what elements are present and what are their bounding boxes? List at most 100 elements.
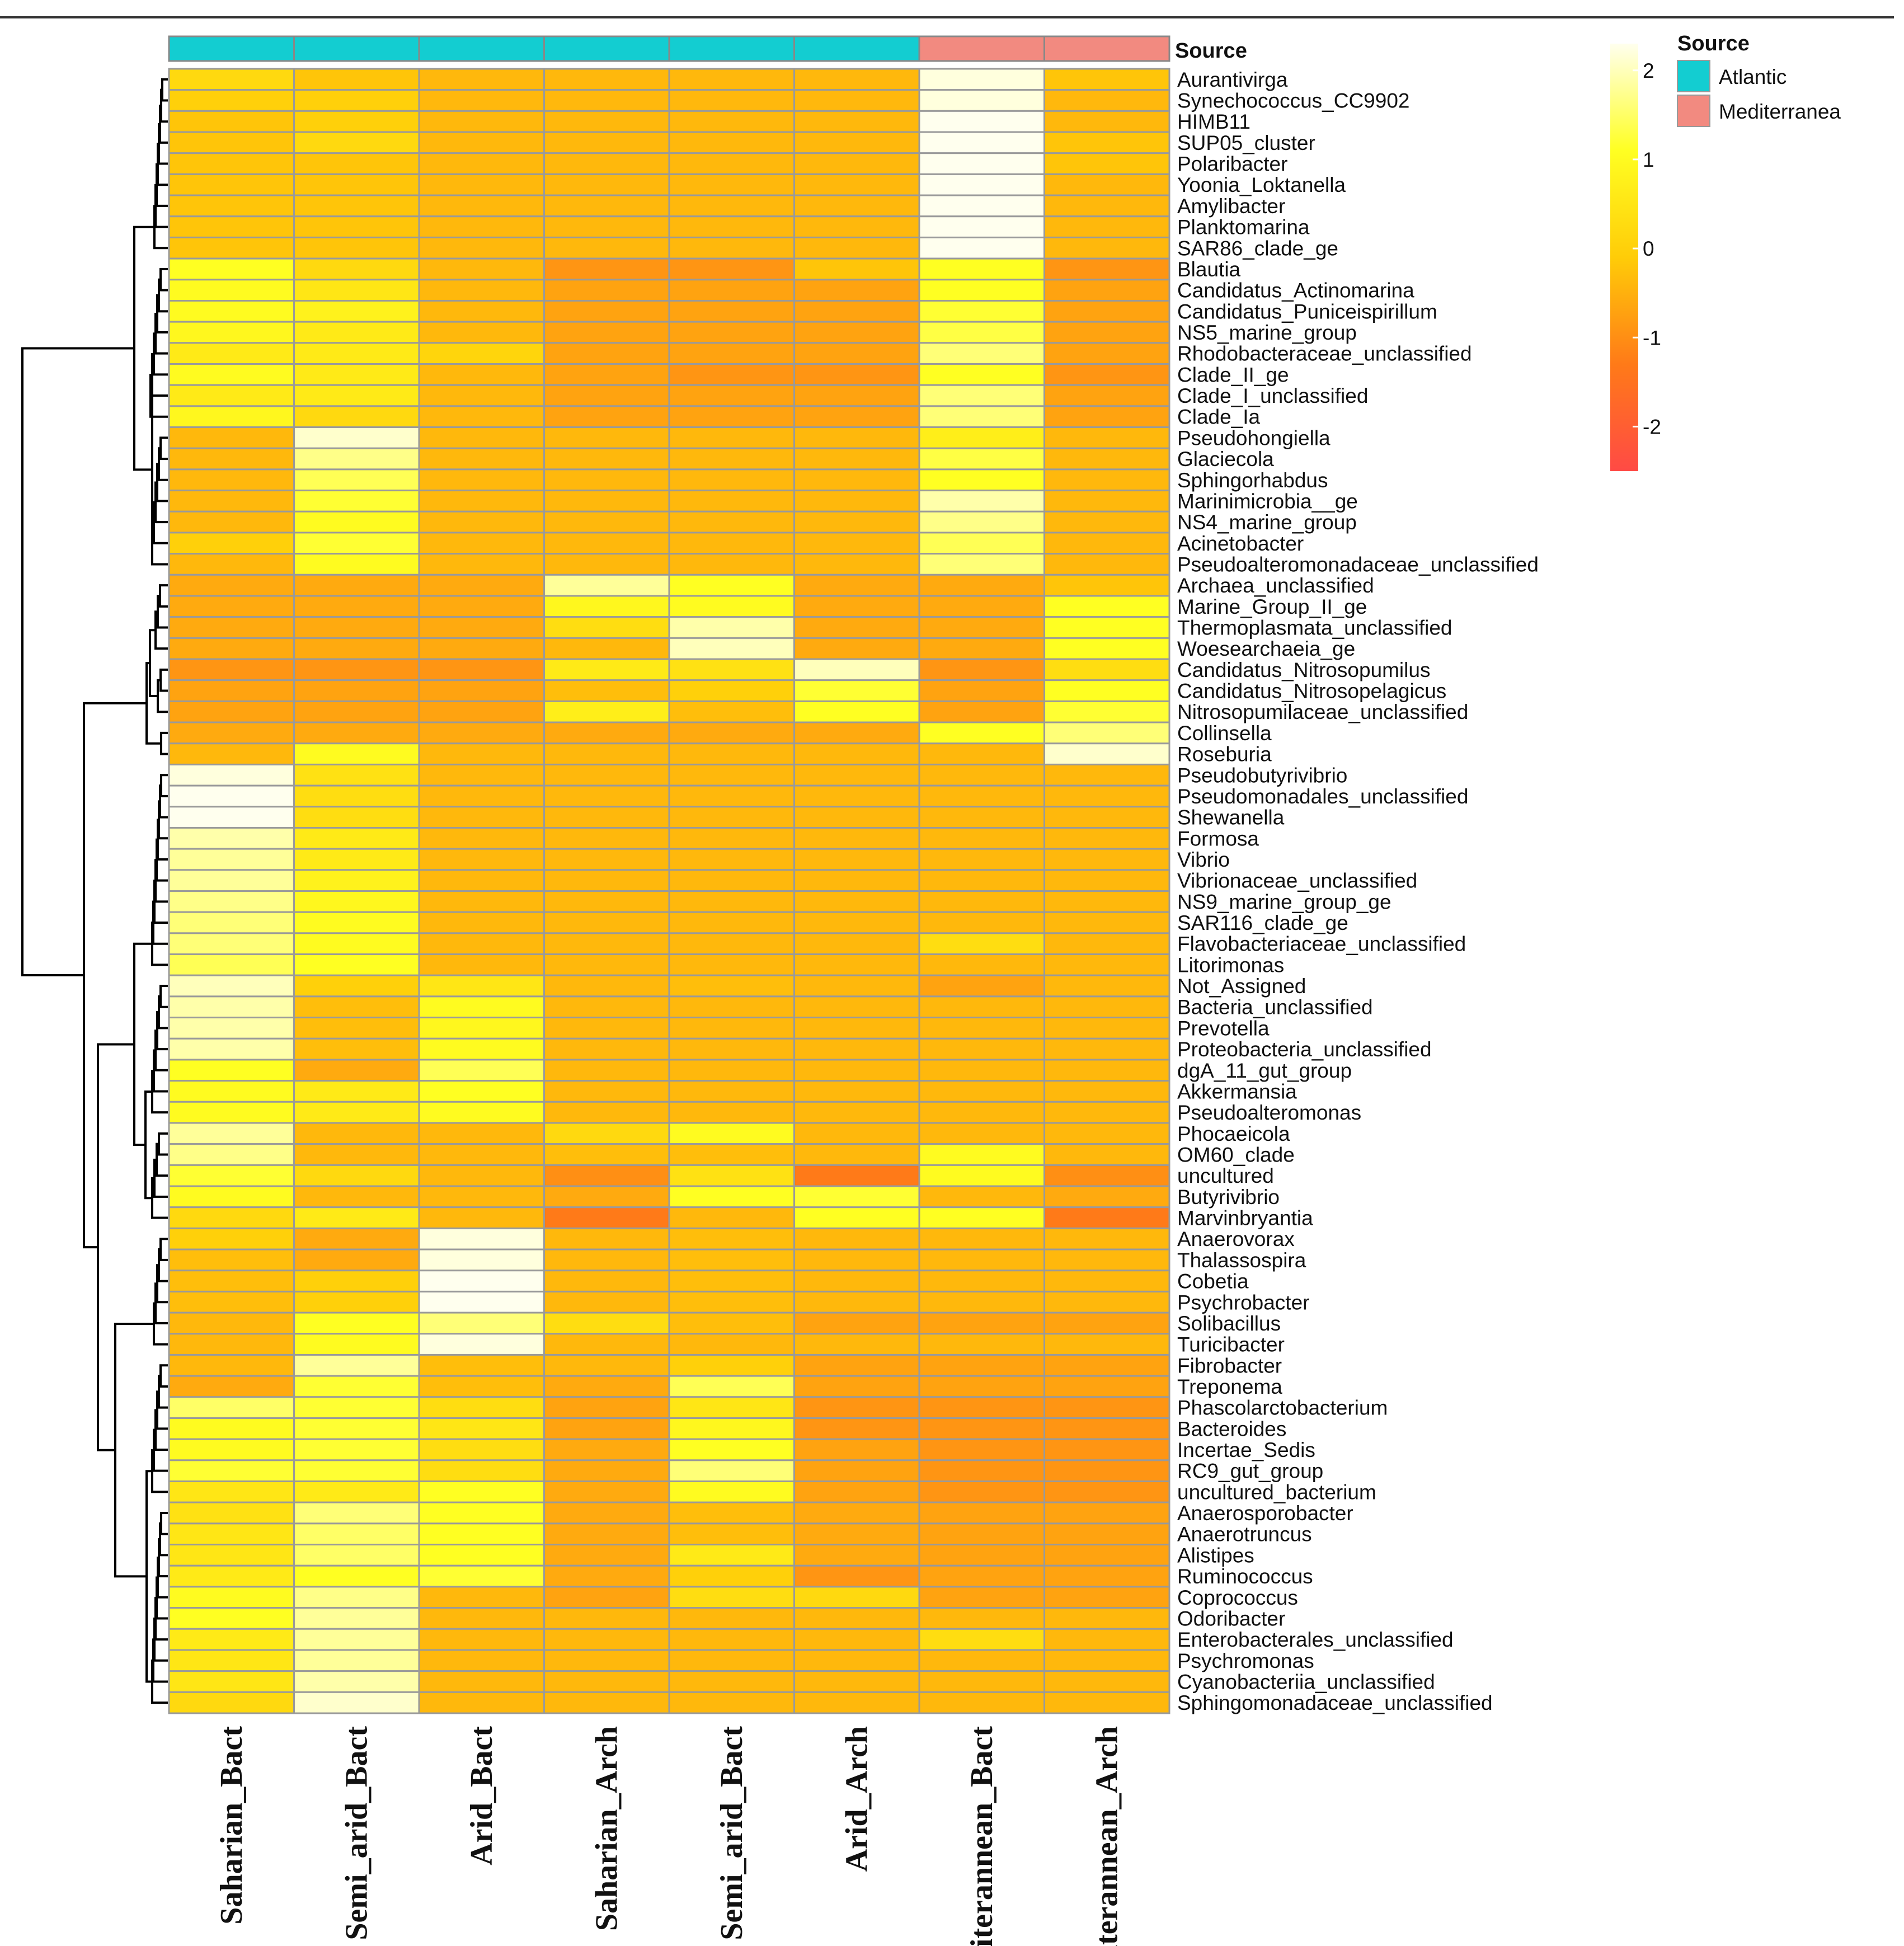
heatmap-cell [418,890,545,913]
heatmap-cell [793,510,920,534]
row-label: Collinsella [1177,722,1272,745]
heatmap-cell [168,1248,295,1272]
heatmap-cell [1043,384,1170,407]
heatmap-cell [668,89,795,112]
heatmap-cell [918,321,1045,344]
heatmap-cell [418,700,545,723]
heatmap-cell [293,68,420,91]
heatmap-cell [918,257,1045,281]
heatmap-cell [668,215,795,238]
heatmap-cell [918,721,1045,745]
heatmap-cell [1043,321,1170,344]
row-label: Phascolarctobacterium [1177,1397,1388,1419]
heatmap-cell [168,932,295,956]
heatmap-cell [418,194,545,218]
heatmap-cell [793,1691,920,1714]
heatmap-cell [793,1544,920,1567]
heatmap-cell [418,637,545,660]
heatmap-cell [918,784,1045,808]
heatmap-cell [293,806,420,829]
heatmap-cell [293,447,420,471]
heatmap-cell [418,1544,545,1567]
heatmap-cell [668,890,795,913]
heatmap-cell [1043,1417,1170,1440]
heatmap-cell [668,1017,795,1040]
heatmap-cell [918,468,1045,492]
heatmap-cell [418,405,545,429]
heatmap-cell [668,1670,795,1693]
heatmap-cell [793,1080,920,1103]
row-label: Polaribacter [1177,153,1287,176]
heatmap-cell [418,1459,545,1483]
heatmap-cell [543,426,670,449]
heatmap-cell [1043,1375,1170,1398]
heatmap-cell [418,1417,545,1440]
heatmap-cell [668,932,795,956]
heatmap-cell [543,1396,670,1419]
heatmap-cell [1043,426,1170,449]
row-label: Clade_Ia [1177,406,1261,429]
heatmap-cell [668,848,795,871]
heatmap-cell [418,363,545,386]
row-label: Turicibacter [1177,1333,1285,1356]
heatmap-cell [418,1501,545,1525]
heatmap-cell [793,1501,920,1525]
heatmap-cell [1043,763,1170,787]
heatmap-cell [293,131,420,154]
row-label: SUP05_cluster [1177,131,1315,154]
heatmap-cell [293,995,420,1019]
heatmap-cell [293,1417,420,1440]
annotation-title: Source [1175,39,1247,63]
heatmap-cell [668,1185,795,1209]
heatmap-cell [168,447,295,471]
heatmap-cell [168,1037,295,1061]
heatmap-cell [793,532,920,555]
heatmap-cell [668,173,795,196]
column-label: Saharian_Arch [589,1726,624,1931]
heatmap-cell [793,763,920,787]
heatmap-cell [293,890,420,913]
row-label: uncultured_bacterium [1177,1480,1376,1503]
heatmap-cell [1043,1059,1170,1082]
row-label: Glaciecola [1177,448,1274,471]
heatmap-cell [918,1248,1045,1272]
heatmap-cell [543,911,670,934]
heatmap-cell [793,363,920,386]
heatmap-cell [918,1417,1045,1440]
heatmap-cell [793,236,920,260]
row-label: Pseudoalteromonas [1177,1101,1361,1124]
row-label: Vibrio [1177,848,1230,871]
heatmap-cell [793,89,920,112]
heatmap-cell [668,384,795,407]
heatmap-cell [793,1270,920,1292]
heatmap-cell [543,1122,670,1145]
heatmap-cell [1043,911,1170,934]
heatmap-cell [668,110,795,133]
heatmap-cell [168,742,295,765]
annotation-cell-mediterranea [918,35,1045,62]
heatmap-cell [543,490,670,513]
heatmap-cell [418,152,545,175]
heatmap-cell [543,342,670,365]
heatmap-cell [793,616,920,639]
heatmap-cell [668,974,795,998]
heatmap-cell [793,173,920,196]
heatmap-cell [918,279,1045,302]
heatmap-cell [543,637,670,660]
heatmap-cell [293,679,420,702]
heatmap-cell [1043,1080,1170,1103]
heatmap-cell [168,1649,295,1672]
heatmap-cell [293,405,420,429]
heatmap-cell [793,553,920,576]
heatmap-cell [168,848,295,871]
heatmap-cell [293,1438,420,1461]
heatmap-cell [168,700,295,723]
row-label: Candidatus_Puniceispirillum [1177,300,1437,323]
heatmap-cell [293,1522,420,1546]
heatmap-cell [168,1101,295,1124]
heatmap-cell [918,384,1045,407]
heatmap-cell [668,1375,795,1398]
heatmap-cell [543,763,670,787]
heatmap-cell [418,342,545,365]
heatmap-cell [293,869,420,892]
